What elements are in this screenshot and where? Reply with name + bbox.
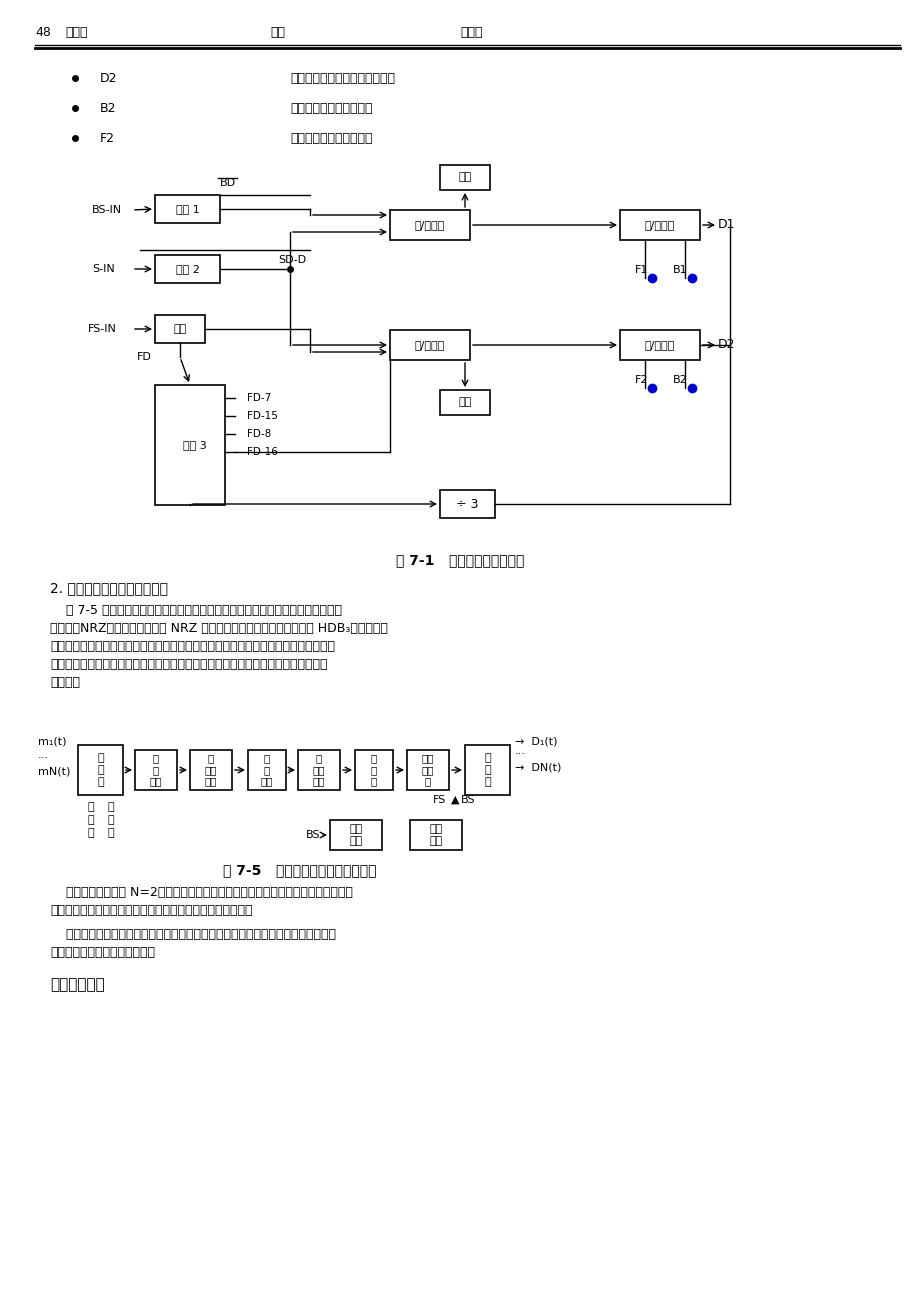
Text: D2: D2 xyxy=(100,72,118,84)
Text: 码
型
变换: 码 型 变换 xyxy=(150,754,162,786)
Text: BD: BD xyxy=(220,178,236,188)
Text: 步信号。: 步信号。 xyxy=(50,676,80,689)
Text: BS-IN: BS-IN xyxy=(92,205,122,214)
Text: 显示: 显示 xyxy=(458,398,471,407)
Text: SD-D: SD-D xyxy=(278,255,306,265)
Text: 帧同
步器: 帧同 步器 xyxy=(429,824,442,846)
Text: 延迟 2: 延迟 2 xyxy=(176,264,199,274)
FancyBboxPatch shape xyxy=(439,390,490,415)
Text: 第二路帧同步信号测试点: 第二路帧同步信号测试点 xyxy=(289,131,372,144)
Text: m₁(t): m₁(t) xyxy=(38,737,66,747)
Text: B2: B2 xyxy=(100,101,117,114)
Text: 整形: 整形 xyxy=(173,324,187,334)
Text: ···: ··· xyxy=(38,753,49,763)
Text: 分接后的第二路数字信号测试点: 分接后的第二路数字信号测试点 xyxy=(289,72,394,84)
FancyBboxPatch shape xyxy=(410,820,461,850)
Text: 识
别
器: 识 别 器 xyxy=(370,754,377,786)
FancyBboxPatch shape xyxy=(464,745,509,796)
Text: FD-16: FD-16 xyxy=(246,447,278,458)
Text: B2: B2 xyxy=(673,374,687,385)
Text: 图 7-5 为时分复用数字基带通信系统原理方框图。复接器输出时分复用单极性不: 图 7-5 为时分复用数字基带通信系统原理方框图。复接器输出时分复用单极性不 xyxy=(50,603,342,616)
Text: 信道一起构成无码间串扰的基带传输特性。复接器和分接器都需要位同步信号和帧同: 信道一起构成无码间串扰的基带传输特性。复接器和分接器都需要位同步信号和帧同 xyxy=(50,658,327,671)
Text: FS: FS xyxy=(433,796,446,805)
Text: 位同
步器: 位同 步器 xyxy=(349,824,362,846)
Text: 可省略码型变换和反变换单元。: 可省略码型变换和反变换单元。 xyxy=(50,946,154,959)
FancyBboxPatch shape xyxy=(330,820,381,850)
Text: F1: F1 xyxy=(634,265,647,276)
FancyBboxPatch shape xyxy=(298,750,340,790)
FancyBboxPatch shape xyxy=(78,745,123,796)
Text: 步: 步 xyxy=(87,828,94,838)
FancyBboxPatch shape xyxy=(154,385,225,504)
Text: 本实验中复接路数 N=2，信道是理想的、即相当于将发滤波器输出信号无失真地传: 本实验中复接路数 N=2，信道是理想的、即相当于将发滤波器输出信号无失真地传 xyxy=(50,887,353,900)
Text: →  D₁(t): → D₁(t) xyxy=(515,737,557,747)
Text: ÷ 3: ÷ 3 xyxy=(456,498,478,511)
Text: 图 7-5   时分复用数字基带通信系统: 图 7-5 时分复用数字基带通信系统 xyxy=(223,863,377,878)
FancyBboxPatch shape xyxy=(154,195,220,224)
Text: 48: 48 xyxy=(35,26,51,39)
Text: D2: D2 xyxy=(717,338,734,351)
Text: 同: 同 xyxy=(87,815,94,826)
Text: FD: FD xyxy=(137,352,152,361)
Text: 串/并变换: 串/并变换 xyxy=(414,341,445,350)
FancyBboxPatch shape xyxy=(190,750,232,790)
Text: FD-7: FD-7 xyxy=(246,393,271,403)
Text: 发
送滤
波器: 发 送滤 波器 xyxy=(205,754,217,786)
Text: 串/并变换: 串/并变换 xyxy=(414,220,445,230)
FancyBboxPatch shape xyxy=(390,330,470,360)
Text: 班级: 班级 xyxy=(269,26,285,39)
Text: BS: BS xyxy=(305,829,320,840)
Text: ···: ··· xyxy=(515,749,526,759)
Text: 步: 步 xyxy=(108,828,114,838)
Text: 四、实验步骤: 四、实验步骤 xyxy=(50,978,105,992)
FancyBboxPatch shape xyxy=(439,490,494,517)
Text: B1: B1 xyxy=(673,265,687,276)
Text: 姓名：: 姓名： xyxy=(65,26,87,39)
Text: ▲: ▲ xyxy=(450,796,459,805)
Text: F2: F2 xyxy=(100,131,115,144)
Text: 显示: 显示 xyxy=(458,173,471,182)
Text: mN(t): mN(t) xyxy=(38,767,70,777)
FancyBboxPatch shape xyxy=(154,255,220,283)
Text: 归零码（NRZ），码型变换器将 NRZ 码变为适于信道传输的传输码（如 HDB₃码等），发: 归零码（NRZ），码型变换器将 NRZ 码变为适于信道传输的传输码（如 HDB₃… xyxy=(50,621,388,634)
Text: 位: 位 xyxy=(87,802,94,812)
FancyBboxPatch shape xyxy=(135,750,176,790)
Text: 2. 时分复用数字基带通信系统: 2. 时分复用数字基带通信系统 xyxy=(50,581,168,595)
Text: D1: D1 xyxy=(717,218,734,231)
Text: 信
道
噪声: 信 道 噪声 xyxy=(260,754,273,786)
FancyBboxPatch shape xyxy=(619,330,699,360)
FancyBboxPatch shape xyxy=(439,165,490,190)
Text: 并/串变换: 并/串变换 xyxy=(644,341,675,350)
FancyBboxPatch shape xyxy=(154,315,205,343)
Text: 输到收滤波器。为简化实验设备，收、发滤波器也被省略掉。: 输到收滤波器。为简化实验设备，收、发滤波器也被省略掉。 xyxy=(50,905,252,918)
Text: 接
收滤
波器: 接 收滤 波器 xyxy=(312,754,325,786)
Text: 学号：: 学号： xyxy=(460,26,482,39)
Text: FD-15: FD-15 xyxy=(246,411,278,421)
Text: →  DN(t): → DN(t) xyxy=(515,763,561,773)
FancyBboxPatch shape xyxy=(248,750,286,790)
Text: 分
接
器: 分 接 器 xyxy=(483,754,490,786)
FancyBboxPatch shape xyxy=(619,211,699,240)
Text: 复
接
器: 复 接 器 xyxy=(97,754,104,786)
Text: F2: F2 xyxy=(634,374,647,385)
FancyBboxPatch shape xyxy=(406,750,448,790)
Text: FS-IN: FS-IN xyxy=(88,324,117,334)
Text: 图 7-1   数字终端原理方框图: 图 7-1 数字终端原理方框图 xyxy=(395,552,524,567)
Text: 并/串变换: 并/串变换 xyxy=(644,220,675,230)
Text: FD-8: FD-8 xyxy=(246,429,271,439)
Text: 本实验的主要目的是掌握位同步信号及帧同步信号在数字基带传输中的作用，故也: 本实验的主要目的是掌握位同步信号及帧同步信号在数字基带传输中的作用，故也 xyxy=(50,928,335,941)
Text: 第二路位同步信号测试点: 第二路位同步信号测试点 xyxy=(289,101,372,114)
FancyBboxPatch shape xyxy=(390,211,470,240)
FancyBboxPatch shape xyxy=(355,750,392,790)
Text: 滤波器主要用来限制基带信号频带，收滤波器可以滤除一部分噪声，同时与发滤波器、: 滤波器主要用来限制基带信号频带，收滤波器可以滤除一部分噪声，同时与发滤波器、 xyxy=(50,640,335,653)
Text: 延迟 1: 延迟 1 xyxy=(176,204,199,214)
Text: BS: BS xyxy=(460,796,475,805)
Text: 延迟 3: 延迟 3 xyxy=(183,439,207,450)
Text: 帧: 帧 xyxy=(108,802,114,812)
Text: 同: 同 xyxy=(108,815,114,826)
Text: 码型
反变
换: 码型 反变 换 xyxy=(421,754,434,786)
Text: S-IN: S-IN xyxy=(92,264,115,274)
